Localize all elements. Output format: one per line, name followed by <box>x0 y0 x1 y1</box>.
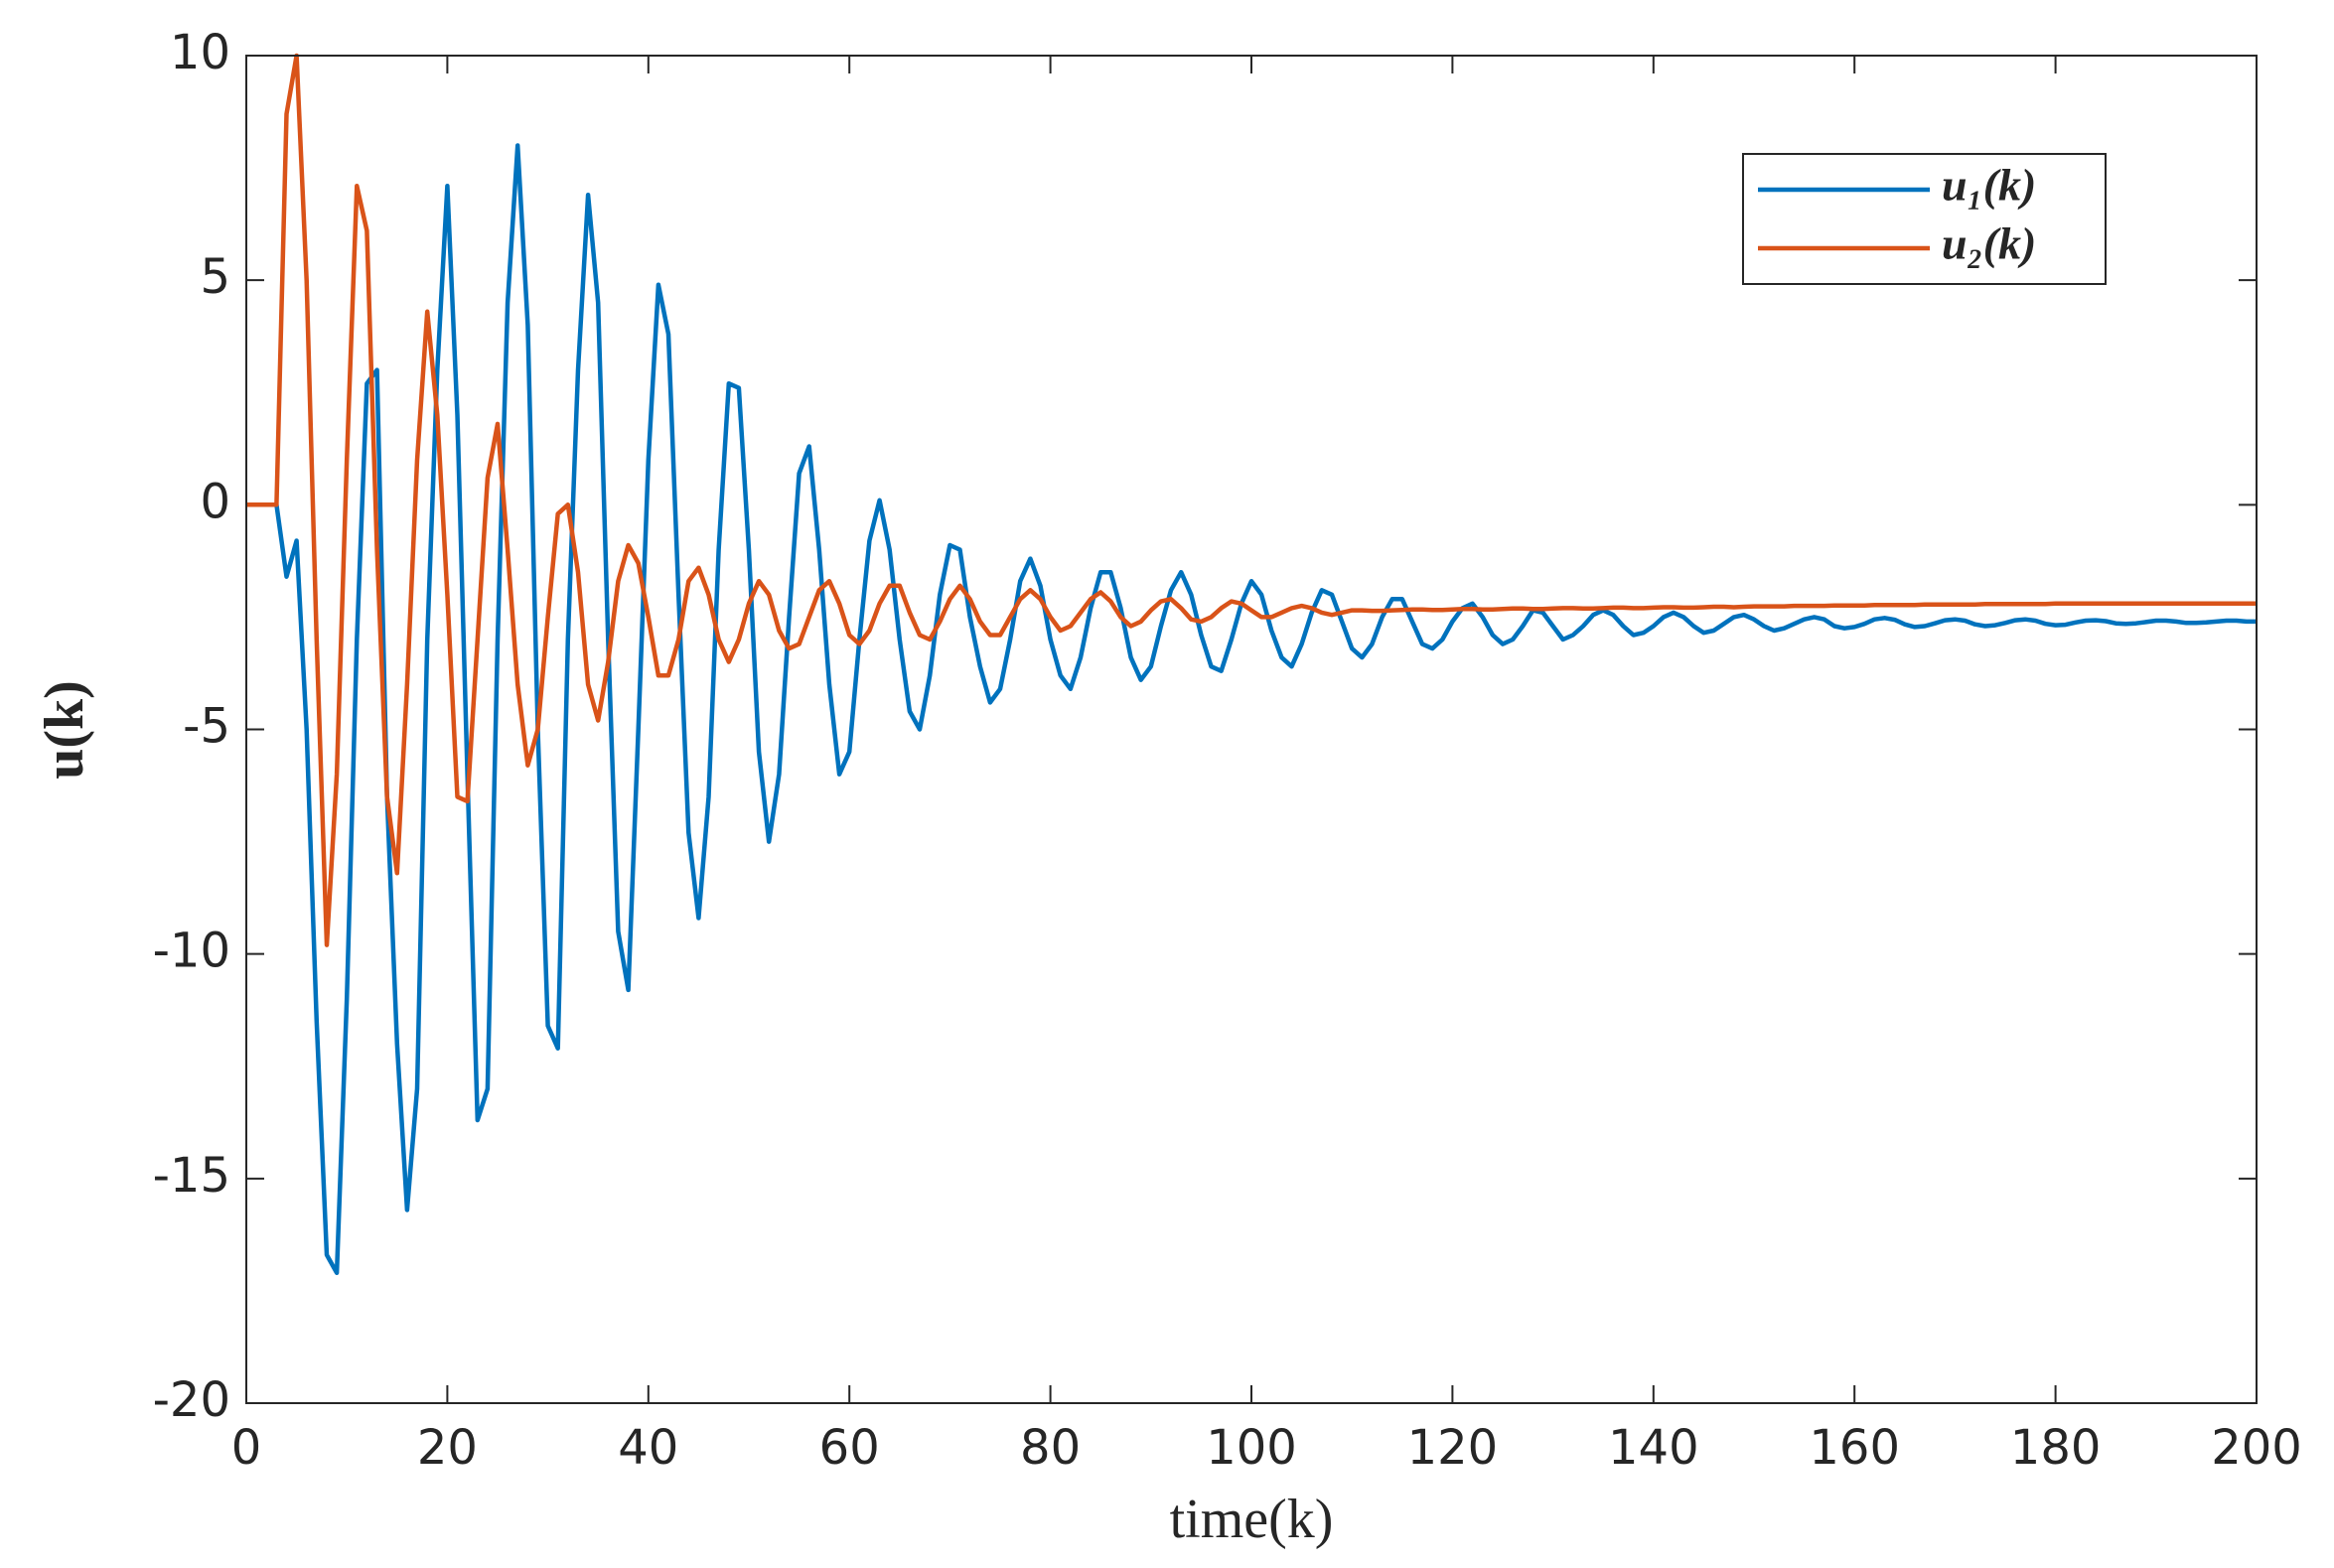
x-tick-label: 120 <box>1407 1420 1499 1476</box>
x-tick-label: 80 <box>1020 1420 1081 1476</box>
legend-label: u₁(k) <box>1942 160 2036 211</box>
x-tick-label: 160 <box>1809 1420 1900 1476</box>
y-tick-label: -20 <box>153 1372 230 1428</box>
x-tick-label: 40 <box>618 1420 678 1476</box>
y-tick-label: -10 <box>153 924 230 979</box>
y-tick-label: 0 <box>200 474 230 529</box>
data-line <box>246 143 2257 1276</box>
data-line <box>246 53 2257 947</box>
y-tick-label: 5 <box>200 249 230 305</box>
x-tick-label: 180 <box>2010 1420 2102 1476</box>
y-tick-label: -5 <box>183 699 230 755</box>
legend-label: u₂(k) <box>1942 218 2036 269</box>
x-tick-label: 140 <box>1608 1420 1699 1476</box>
plot-frame <box>245 55 2258 1404</box>
x-axis-label: time(k) <box>1170 1489 1334 1550</box>
legend-box <box>1742 153 2107 285</box>
x-tick-label: 60 <box>819 1420 880 1476</box>
y-axis-label: u(k) <box>34 680 95 780</box>
y-tick-label: -15 <box>153 1148 230 1204</box>
x-tick-label: 100 <box>1206 1420 1297 1476</box>
x-tick-label: 200 <box>2211 1420 2302 1476</box>
y-tick-label: 10 <box>170 25 230 80</box>
x-tick-label: 20 <box>417 1420 478 1476</box>
x-tick-label: 0 <box>231 1420 262 1476</box>
